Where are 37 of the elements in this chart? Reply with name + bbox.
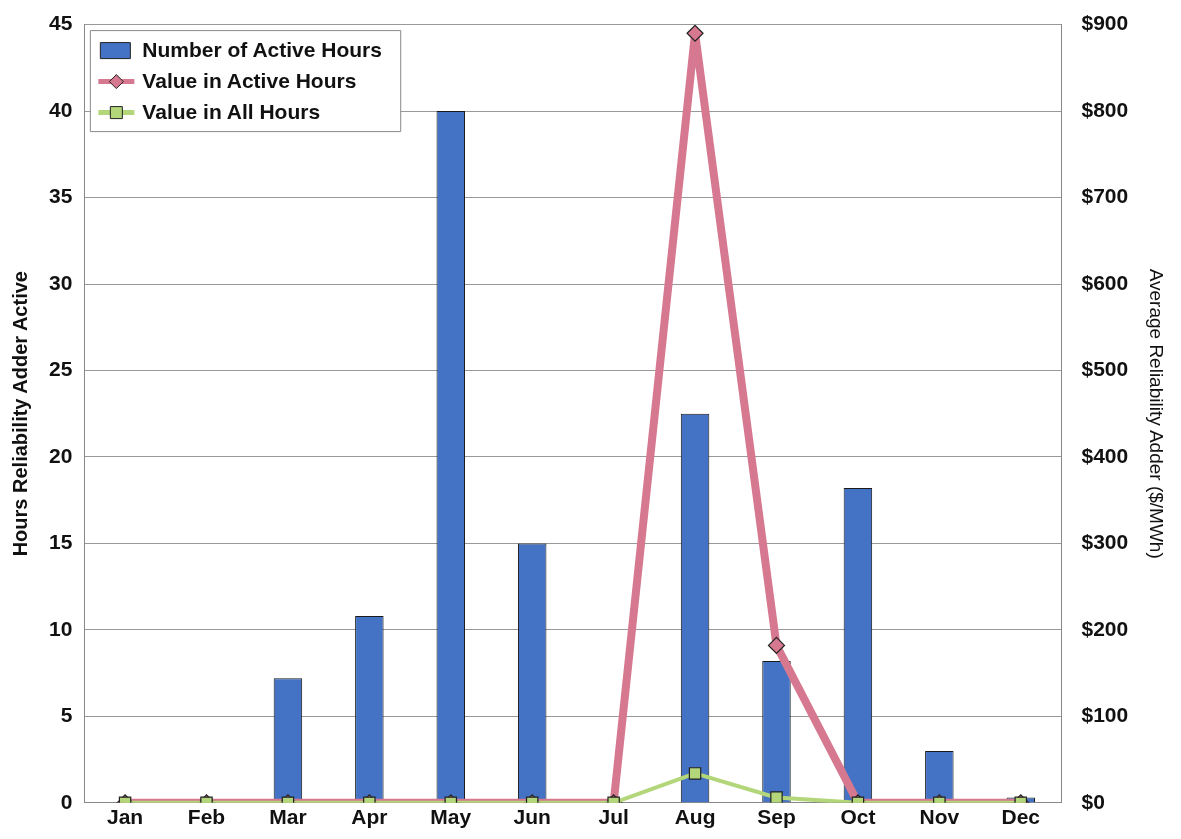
y-tick-label: 15 [49, 530, 73, 554]
y2-tick-label: $300 [1081, 530, 1129, 554]
x-tick-label: May [430, 805, 472, 829]
y-tick-label: 35 [49, 184, 73, 208]
x-tick-label: Jun [513, 805, 551, 829]
y-tick-label: 30 [49, 270, 73, 294]
y-tick-label: 20 [49, 443, 73, 467]
y-tick-label: 25 [49, 357, 73, 381]
y-tick-label: 40 [49, 97, 73, 121]
y2-tick-label: $700 [1081, 184, 1129, 208]
y2-tick-label: $400 [1081, 443, 1129, 467]
y-axis-title: Hours Reliability Adder Active [8, 271, 31, 557]
y-tick-label: 45 [49, 11, 73, 35]
y2-axis-title: Average Reliability Adder ($/MWh) [1146, 268, 1168, 559]
y2-tick-label: $600 [1081, 270, 1129, 294]
legend-label: Number of Active Hours [142, 38, 382, 62]
y2-tick-label: $800 [1081, 97, 1129, 121]
x-tick-label: Mar [269, 805, 307, 829]
y-tick-label: 10 [49, 616, 73, 640]
y2-tick-label: $900 [1081, 11, 1129, 35]
y2-tick-label: $500 [1081, 357, 1129, 381]
x-tick-label: Jul [598, 805, 629, 829]
x-tick-label: Dec [1001, 805, 1041, 829]
legend-label: Value in Active Hours [142, 69, 357, 93]
y-tick-label: 0 [60, 789, 73, 813]
x-tick-label: Aug [674, 805, 716, 829]
x-tick-label: Feb [187, 805, 226, 829]
y2-tick-label: $0 [1081, 789, 1105, 813]
y2-tick-label: $100 [1081, 703, 1129, 727]
x-tick-label: Sep [757, 805, 796, 829]
x-tick-label: Nov [919, 805, 960, 829]
legend-label: Value in All Hours [142, 100, 321, 124]
y2-tick-label: $200 [1081, 616, 1129, 640]
x-tick-label: Apr [351, 805, 388, 829]
x-tick-label: Oct [840, 805, 876, 829]
x-tick-label: Jan [106, 805, 144, 829]
y-tick-label: 5 [60, 703, 73, 727]
